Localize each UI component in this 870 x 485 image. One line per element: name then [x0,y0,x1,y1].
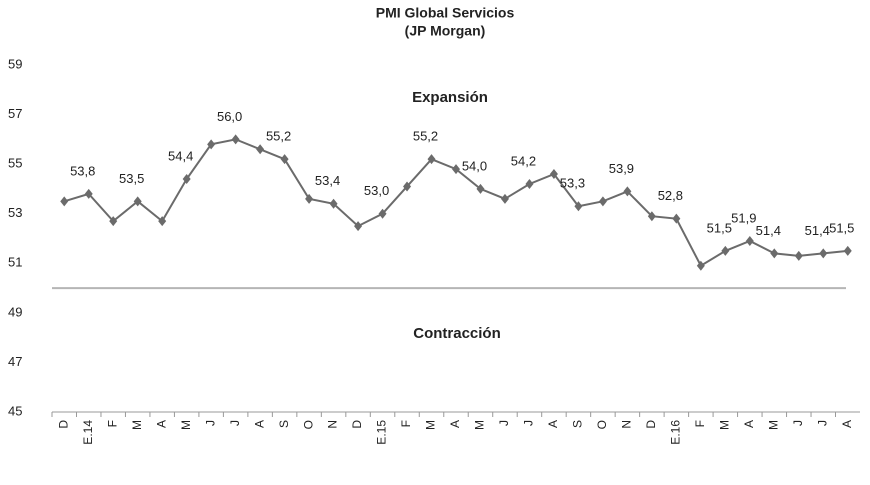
marker [721,245,730,256]
x-tick-label: A [252,420,266,428]
value-label: 53,0 [364,183,389,198]
x-tick-label: M [179,420,193,430]
x-tick-label: D [56,420,70,429]
x-tick-label: F [105,420,119,427]
value-label: 53,4 [315,173,340,188]
value-label: 52,8 [658,188,683,203]
value-label: 53,9 [609,161,634,176]
x-tick-label: F [399,420,413,427]
marker [623,186,632,197]
value-label: 54,4 [168,148,193,163]
x-tick-label: J [522,420,536,426]
x-tick-label: M [130,420,144,430]
x-tick-label: S [571,420,585,428]
x-tick-label: E.14 [81,420,95,445]
value-label: 53,3 [560,176,585,191]
value-label: 55,2 [266,129,291,144]
x-tick-label: E.16 [669,420,683,445]
x-tick-label: J [203,420,217,426]
marker [60,196,69,207]
x-tick-label: D [644,420,658,429]
chart-title: PMI Global Servicios [376,5,515,21]
marker [329,198,338,209]
x-tick-label: A [742,420,756,428]
y-tick-label: 53 [8,205,22,220]
x-tick-label: F [693,420,707,427]
x-tick-label: E.15 [375,420,389,445]
x-tick-label: A [448,420,462,428]
value-label: 51,5 [707,220,732,235]
marker [280,154,289,165]
marker [256,144,265,155]
marker [354,221,363,232]
marker [549,169,558,180]
y-tick-label: 59 [8,56,22,71]
x-tick-label: M [766,420,780,430]
y-tick-label: 55 [8,156,22,171]
marker [696,260,705,271]
y-tick-label: 47 [8,354,22,369]
marker [378,208,387,219]
x-tick-label: J [497,420,511,426]
y-tick-label: 51 [8,255,22,270]
marker [476,183,485,194]
marker [525,178,534,189]
x-tick-label: A [840,420,854,428]
x-tick-label: J [815,420,829,426]
marker [84,188,93,199]
value-label: 55,2 [413,129,438,144]
marker [647,211,656,222]
x-tick-label: O [595,420,609,429]
marker [182,174,191,185]
x-tick-label: D [350,420,364,429]
x-tick-label: J [228,420,242,426]
marker [574,201,583,212]
annotation: Expansión [412,89,488,106]
marker [305,193,314,204]
x-tick-label: N [620,420,634,429]
x-tick-label: M [718,420,732,430]
value-label: 51,5 [829,220,854,235]
value-label: 54,2 [511,153,536,168]
marker [672,213,681,224]
x-tick-label: A [546,420,560,428]
x-tick-label: M [473,420,487,430]
x-tick-label: O [301,420,315,429]
value-label: 51,4 [805,223,830,238]
marker [403,181,412,192]
x-tick-label: S [277,420,291,428]
value-label: 53,5 [119,171,144,186]
marker [207,139,216,150]
marker [158,216,167,227]
marker [427,154,436,165]
value-label: 53,8 [70,163,95,178]
x-tick-label: J [791,420,805,426]
y-tick-label: 57 [8,106,22,121]
marker [133,196,142,207]
marker [843,245,852,256]
value-label: 51,9 [731,210,756,225]
marker [231,134,240,145]
y-tick-label: 45 [8,403,22,418]
x-tick-label: A [154,420,168,428]
marker [819,248,828,259]
marker [598,196,607,207]
value-label: 56,0 [217,109,242,124]
x-tick-label: N [326,420,340,429]
value-label: 54,0 [462,158,487,173]
x-tick-label: M [424,420,438,430]
marker [500,193,509,204]
value-label: 51,4 [756,223,781,238]
chart-subtitle: (JP Morgan) [405,23,486,39]
marker [745,235,754,246]
marker [109,216,118,227]
annotation: Contracción [413,325,501,342]
marker [452,164,460,175]
marker [794,250,803,261]
y-tick-label: 49 [8,304,22,319]
marker [770,248,779,259]
